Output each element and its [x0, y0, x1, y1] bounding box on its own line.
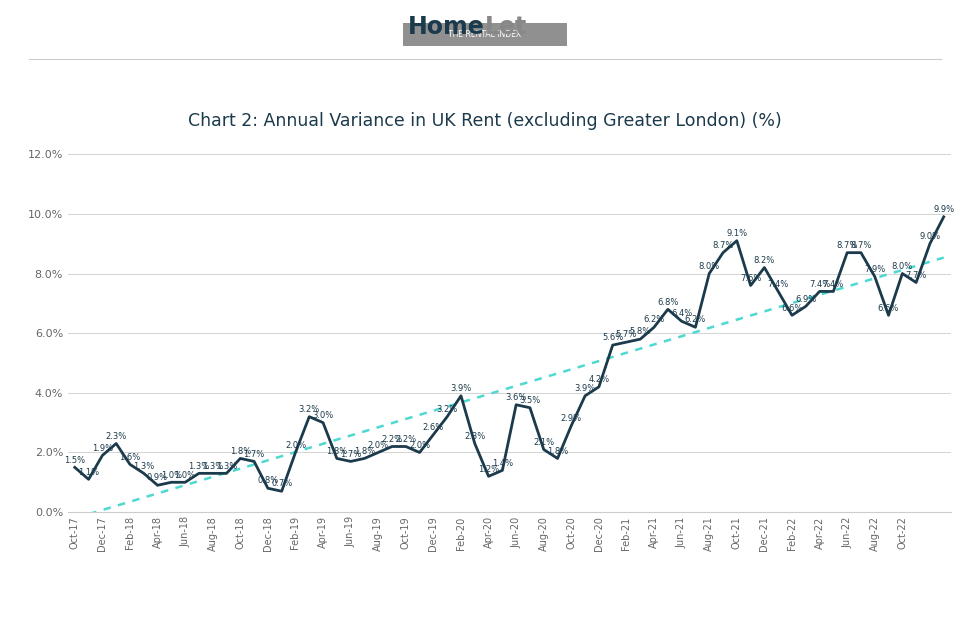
Text: 8.2%: 8.2% — [753, 256, 774, 265]
Text: 3.2%: 3.2% — [298, 405, 320, 414]
Text: Chart 2: Annual Variance in UK Rent (excluding Greater London) (%): Chart 2: Annual Variance in UK Rent (exc… — [188, 112, 781, 130]
Text: 3.6%: 3.6% — [505, 393, 526, 402]
Text: 1.3%: 1.3% — [133, 462, 154, 471]
Text: 6.2%: 6.2% — [684, 315, 705, 325]
Text: 7.4%: 7.4% — [822, 280, 843, 289]
Text: 9.0%: 9.0% — [919, 232, 940, 241]
Text: 6.6%: 6.6% — [780, 304, 802, 312]
Text: 0.8%: 0.8% — [257, 476, 278, 486]
Text: 2.3%: 2.3% — [106, 432, 127, 441]
Text: 1.8%: 1.8% — [326, 447, 347, 455]
Text: 1.8%: 1.8% — [230, 447, 251, 455]
Text: 2.0%: 2.0% — [409, 441, 429, 450]
Text: 3.2%: 3.2% — [436, 405, 457, 414]
Text: 1.3%: 1.3% — [216, 462, 236, 471]
Text: 2.6%: 2.6% — [422, 423, 444, 432]
Text: 8.7%: 8.7% — [835, 241, 857, 250]
Text: Let: Let — [484, 15, 527, 39]
Text: 2.0%: 2.0% — [285, 441, 305, 450]
Text: 8.7%: 8.7% — [711, 241, 733, 250]
Text: 1.6%: 1.6% — [119, 453, 141, 462]
Text: 7.7%: 7.7% — [904, 271, 925, 280]
Text: 7.9%: 7.9% — [863, 265, 885, 274]
Text: 1.2%: 1.2% — [478, 465, 499, 473]
Text: 5.8%: 5.8% — [629, 328, 650, 336]
Text: 1.3%: 1.3% — [188, 462, 209, 471]
Text: 4.2%: 4.2% — [588, 375, 609, 384]
Text: 6.4%: 6.4% — [671, 310, 692, 318]
Text: 2.2%: 2.2% — [394, 435, 416, 444]
Text: 0.9%: 0.9% — [147, 473, 168, 482]
Text: 6.8%: 6.8% — [656, 297, 678, 307]
Text: 1.3%: 1.3% — [202, 462, 223, 471]
Text: 5.7%: 5.7% — [615, 330, 637, 339]
Text: 2.2%: 2.2% — [381, 435, 402, 444]
Text: 3.0%: 3.0% — [312, 411, 333, 420]
Text: 1.5%: 1.5% — [64, 455, 85, 465]
Text: 7.4%: 7.4% — [766, 280, 788, 289]
Text: 2.3%: 2.3% — [463, 432, 484, 441]
Text: 6.2%: 6.2% — [642, 315, 664, 325]
Text: 2.1%: 2.1% — [533, 437, 553, 447]
Text: 2.9%: 2.9% — [560, 414, 581, 423]
Text: 6.9%: 6.9% — [795, 294, 816, 304]
Text: THE RENTAL INDEX: THE RENTAL INDEX — [448, 30, 521, 39]
Text: 1.1%: 1.1% — [78, 468, 99, 476]
Text: 1.0%: 1.0% — [174, 471, 196, 479]
Text: 1.4%: 1.4% — [491, 458, 513, 468]
Text: 1.9%: 1.9% — [92, 444, 112, 453]
Text: 0.7%: 0.7% — [270, 479, 292, 489]
Text: 3.5%: 3.5% — [518, 396, 540, 405]
Text: 8.0%: 8.0% — [891, 262, 912, 271]
Text: 7.4%: 7.4% — [808, 280, 829, 289]
Text: 8.0%: 8.0% — [698, 262, 719, 271]
Text: 1.7%: 1.7% — [243, 450, 265, 458]
Text: 9.1%: 9.1% — [726, 229, 746, 238]
Text: 1.0%: 1.0% — [161, 471, 182, 479]
Text: 3.9%: 3.9% — [574, 384, 595, 393]
Text: 8.7%: 8.7% — [850, 241, 871, 250]
Text: 1.8%: 1.8% — [547, 447, 568, 455]
Text: 1.7%: 1.7% — [340, 450, 360, 458]
Text: Home: Home — [408, 15, 484, 39]
Text: 3.9%: 3.9% — [450, 384, 471, 393]
Text: 1.8%: 1.8% — [354, 447, 375, 455]
Text: 5.6%: 5.6% — [602, 333, 623, 342]
Text: 9.9%: 9.9% — [932, 205, 953, 214]
Text: 6.6%: 6.6% — [877, 304, 898, 312]
Text: 7.6%: 7.6% — [739, 274, 761, 283]
Text: 2.0%: 2.0% — [367, 441, 389, 450]
